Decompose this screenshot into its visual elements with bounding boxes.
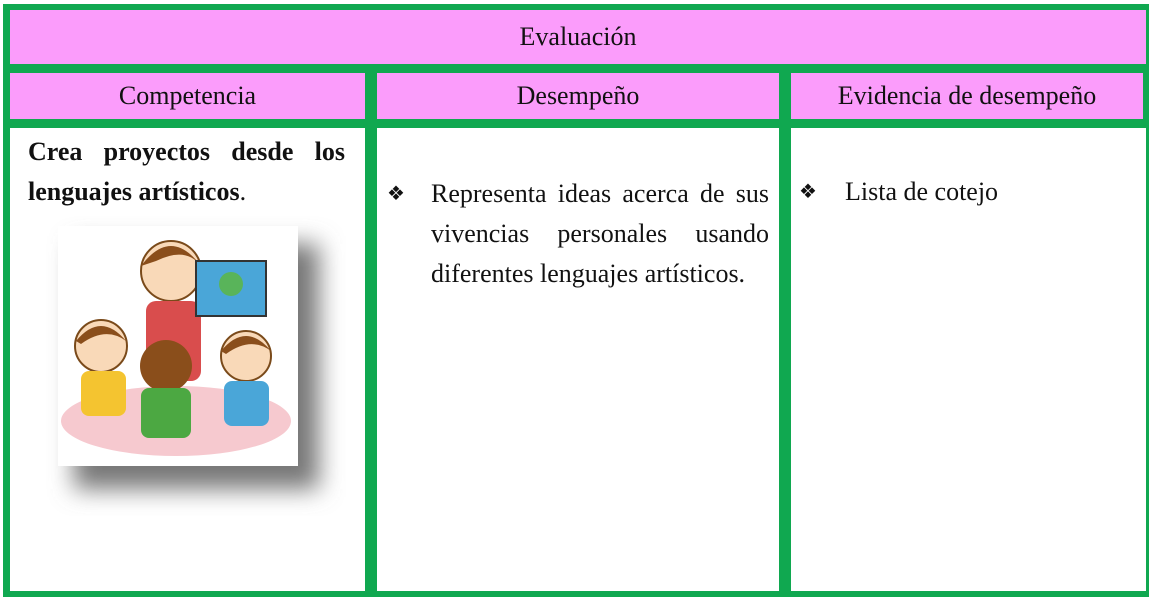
header-cell: Evidencia de desempeño (791, 73, 1143, 119)
bullet: ❖ (799, 181, 817, 203)
evidence-text: Lista de cotejo (845, 177, 999, 206)
performance-text: Representa ideas acerca de sus vivencias… (431, 179, 769, 288)
header-cell: Desempeño (377, 73, 779, 119)
table-title: Evaluación (10, 10, 1146, 64)
competence-bold: Crea proyectos desde los lenguajes artís… (28, 137, 345, 206)
body-cell: Crea proyectos desde los lenguajes artís… (10, 128, 365, 591)
list-item: ❖ Lista de cotejo (799, 172, 1136, 212)
illustration (58, 226, 319, 489)
competence-tail: . (239, 177, 247, 206)
table: Evaluación Competencia Desempeño Evidenc… (3, 4, 1149, 597)
bullet: ❖ (387, 183, 405, 205)
list-item: ❖ Representa ideas acerca de sus vivenci… (387, 174, 769, 294)
header-cell: Competencia (10, 73, 365, 119)
body-cell: ❖ Representa ideas acerca de sus vivenci… (377, 128, 779, 591)
body-cell: ❖ Lista de cotejo (791, 128, 1146, 591)
competence-text: Crea proyectos desde los lenguajes artís… (28, 132, 345, 212)
